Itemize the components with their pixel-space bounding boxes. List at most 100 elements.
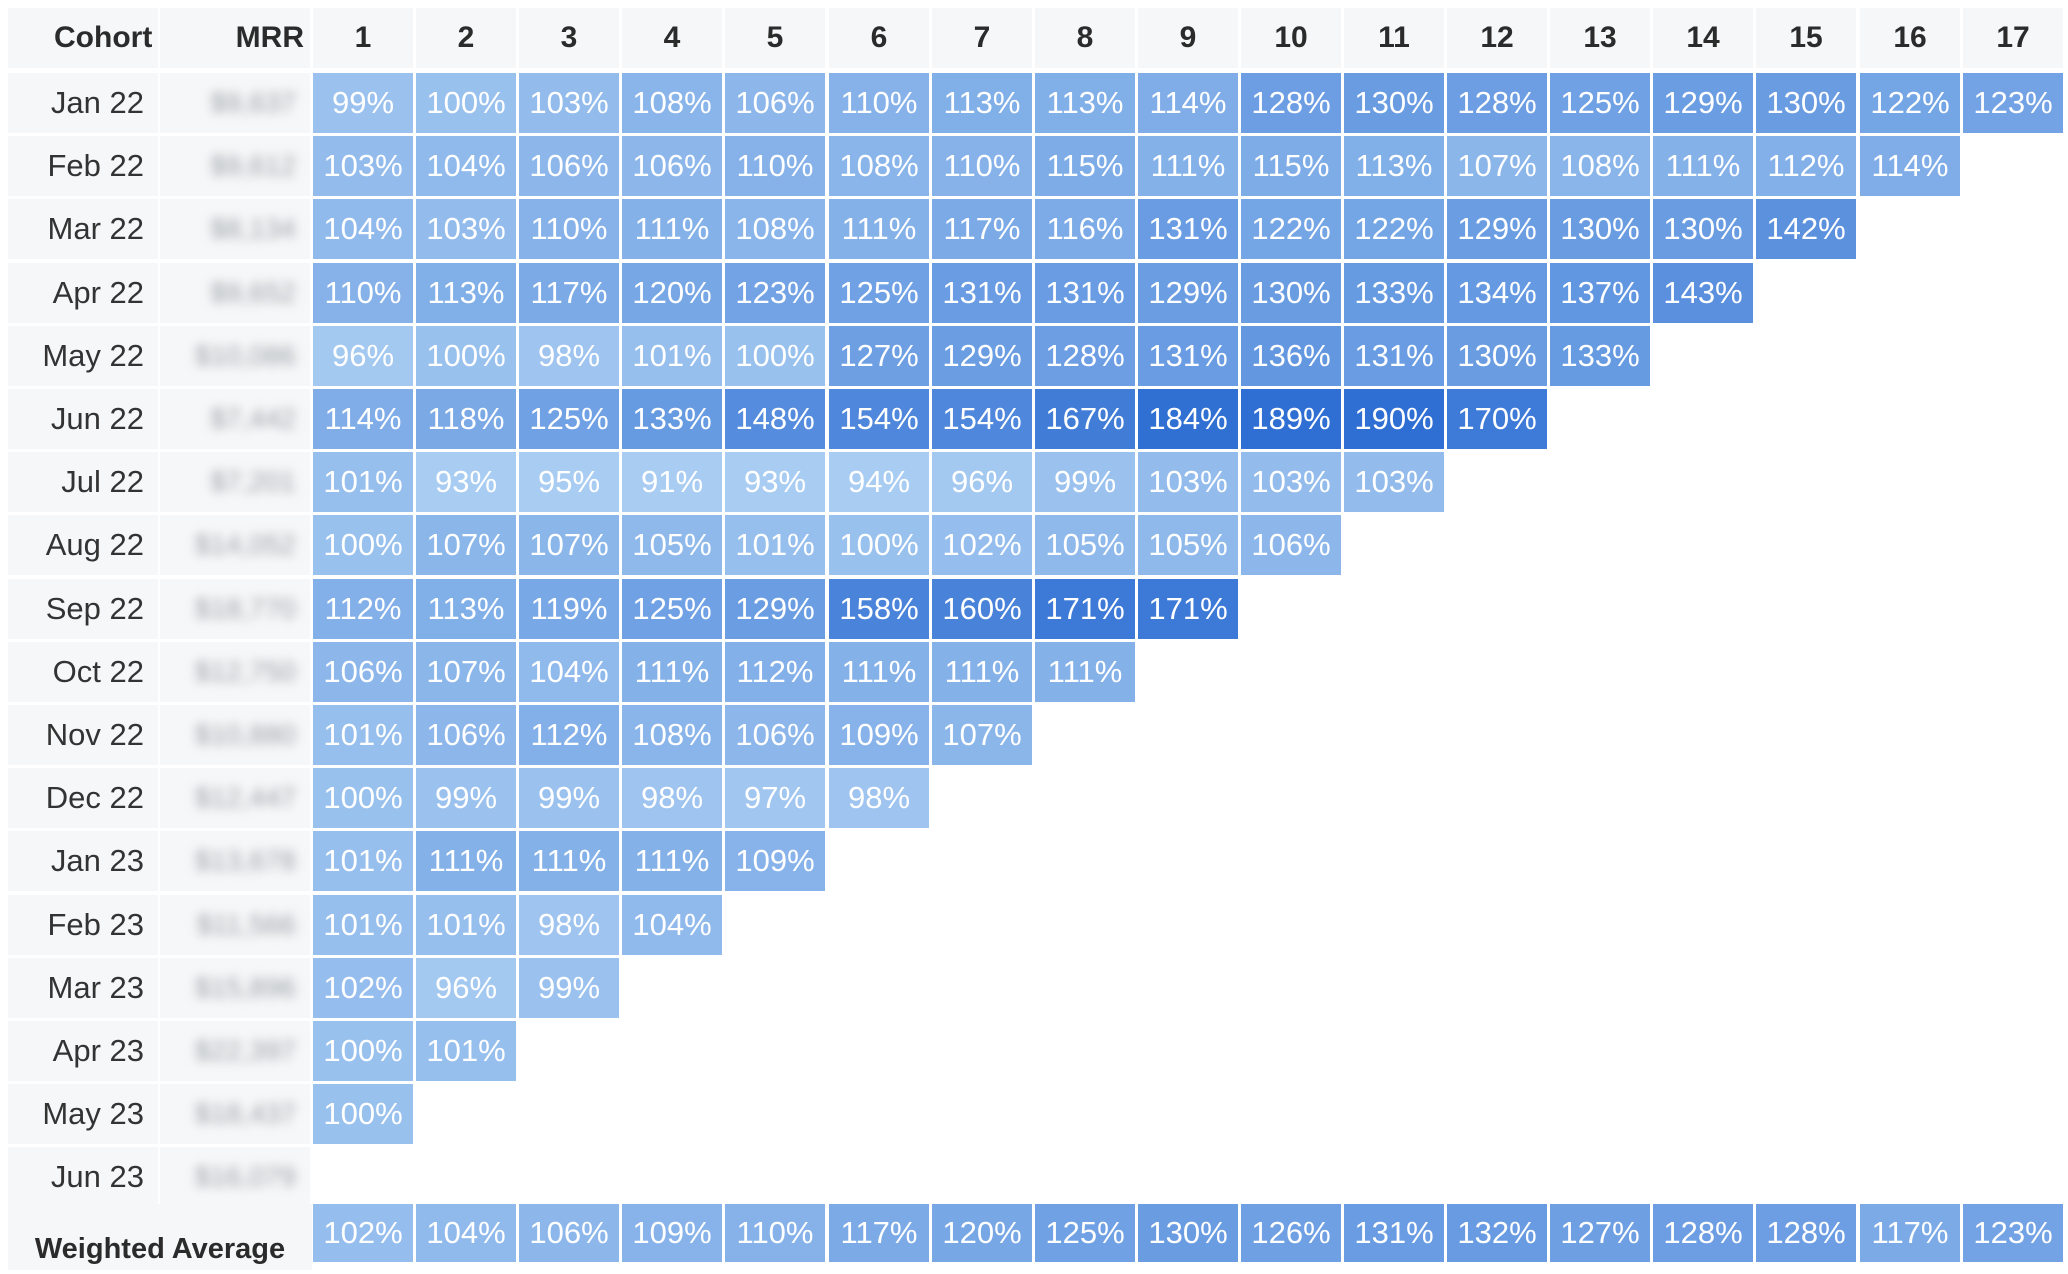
mrr-value: $9,637 — [160, 73, 310, 133]
heatmap-cell: 107% — [1447, 136, 1547, 196]
heatmap-cell: 101% — [725, 515, 825, 575]
heatmap-cell: 107% — [416, 642, 516, 702]
mrr-value-text: $12,447 — [194, 782, 296, 813]
heatmap-cell: 170% — [1447, 389, 1547, 449]
heatmap-cell: 100% — [313, 768, 413, 828]
period-header: 11 — [1344, 8, 1444, 68]
heatmap-cell: 114% — [313, 389, 413, 449]
heatmap-cell: 111% — [1138, 136, 1238, 196]
mrr-value-text: $9,652 — [210, 277, 296, 308]
heatmap-cell: 110% — [829, 73, 929, 133]
heatmap-cell: 171% — [1138, 579, 1238, 639]
heatmap-cell: 117% — [519, 263, 619, 323]
cohort-label: Mar 23 — [8, 958, 158, 1018]
header-cohort: Cohort — [8, 8, 158, 68]
heatmap-cell: 107% — [416, 515, 516, 575]
heatmap-cell: 96% — [416, 958, 516, 1018]
weighted-average-cell: 127% — [1550, 1204, 1650, 1262]
mrr-value: $7,442 — [160, 389, 310, 449]
cohort-label: Jun 23 — [8, 1147, 158, 1207]
mrr-value: $9,612 — [160, 136, 310, 196]
heatmap-cell: 99% — [313, 73, 413, 133]
heatmap-cell: 129% — [1138, 263, 1238, 323]
heatmap-cell: 158% — [829, 579, 929, 639]
weighted-average-cell: 128% — [1653, 1204, 1753, 1262]
heatmap-cell: 154% — [829, 389, 929, 449]
header-mrr: MRR — [160, 8, 310, 68]
mrr-value: $11,566 — [160, 895, 310, 955]
heatmap-cell: 113% — [1035, 73, 1135, 133]
heatmap-cell: 101% — [313, 705, 413, 765]
cohort-label: Dec 22 — [8, 768, 158, 828]
weighted-average-cell: 120% — [932, 1204, 1032, 1262]
cohort-label: Jun 22 — [8, 389, 158, 449]
heatmap-cell: 123% — [1963, 73, 2063, 133]
heatmap-cell: 107% — [519, 515, 619, 575]
mrr-value: $10,880 — [160, 705, 310, 765]
heatmap-cell: 99% — [1035, 452, 1135, 512]
cohort-label: Feb 22 — [8, 136, 158, 196]
mrr-value-text: $11,566 — [196, 909, 296, 940]
cohort-label: Apr 22 — [8, 263, 158, 323]
heatmap-cell: 133% — [622, 389, 722, 449]
heatmap-cell: 117% — [932, 199, 1032, 259]
mrr-value: $7,201 — [160, 452, 310, 512]
heatmap-cell: 184% — [1138, 389, 1238, 449]
heatmap-cell: 102% — [932, 515, 1032, 575]
heatmap-cell: 120% — [622, 263, 722, 323]
heatmap-cell: 104% — [622, 895, 722, 955]
period-header: 2 — [416, 8, 516, 68]
heatmap-cell: 101% — [622, 326, 722, 386]
heatmap-cell: 130% — [1241, 263, 1341, 323]
weighted-average-cell: 126% — [1241, 1204, 1341, 1262]
heatmap-cell: 106% — [519, 136, 619, 196]
heatmap-cell: 134% — [1447, 263, 1547, 323]
heatmap-cell: 110% — [725, 136, 825, 196]
mrr-value: $10,086 — [160, 326, 310, 386]
mrr-value: $16,079 — [160, 1147, 310, 1207]
cohort-label: May 22 — [8, 326, 158, 386]
mrr-value-text: $13,678 — [194, 845, 296, 876]
heatmap-cell: 108% — [1550, 136, 1650, 196]
heatmap-cell: 94% — [829, 452, 929, 512]
heatmap-cell: 104% — [416, 136, 516, 196]
cohort-label: Oct 22 — [8, 642, 158, 702]
heatmap-cell: 111% — [519, 831, 619, 891]
heatmap-cell: 113% — [1344, 136, 1444, 196]
heatmap-cell: 98% — [519, 326, 619, 386]
heatmap-cell: 111% — [829, 642, 929, 702]
heatmap-cell: 111% — [622, 831, 722, 891]
heatmap-cell: 98% — [519, 895, 619, 955]
heatmap-cell: 101% — [416, 1021, 516, 1081]
heatmap-cell: 107% — [932, 705, 1032, 765]
heatmap-cell: 108% — [622, 705, 722, 765]
heatmap-cell: 108% — [622, 73, 722, 133]
period-header: 12 — [1447, 8, 1547, 68]
heatmap-cell: 100% — [829, 515, 929, 575]
cohort-label: Jan 22 — [8, 73, 158, 133]
heatmap-cell: 99% — [416, 768, 516, 828]
mrr-value-text: $7,201 — [210, 466, 296, 497]
mrr-value-text: $9,612 — [210, 150, 296, 181]
weighted-average-cell: 117% — [829, 1204, 929, 1262]
heatmap-cell: 113% — [932, 73, 1032, 133]
heatmap-cell: 130% — [1756, 73, 1856, 133]
heatmap-cell: 118% — [416, 389, 516, 449]
weighted-average-cell: 131% — [1344, 1204, 1444, 1262]
heatmap-cell: 105% — [1035, 515, 1135, 575]
heatmap-cell: 130% — [1550, 199, 1650, 259]
heatmap-cell: 130% — [1653, 199, 1753, 259]
weighted-average-cell: 106% — [519, 1204, 619, 1262]
heatmap-cell: 129% — [1653, 73, 1753, 133]
heatmap-cell: 101% — [313, 895, 413, 955]
heatmap-cell: 131% — [1138, 326, 1238, 386]
mrr-value: $9,652 — [160, 263, 310, 323]
heatmap-cell: 97% — [725, 768, 825, 828]
heatmap-cell: 106% — [313, 642, 413, 702]
cohort-label: Apr 23 — [8, 1021, 158, 1081]
weighted-average-cell: 130% — [1138, 1204, 1238, 1262]
weighted-average-cell: 132% — [1447, 1204, 1547, 1262]
mrr-value-text: $16,079 — [194, 1161, 296, 1192]
heatmap-cell: 114% — [1860, 136, 1960, 196]
heatmap-cell: 101% — [313, 831, 413, 891]
